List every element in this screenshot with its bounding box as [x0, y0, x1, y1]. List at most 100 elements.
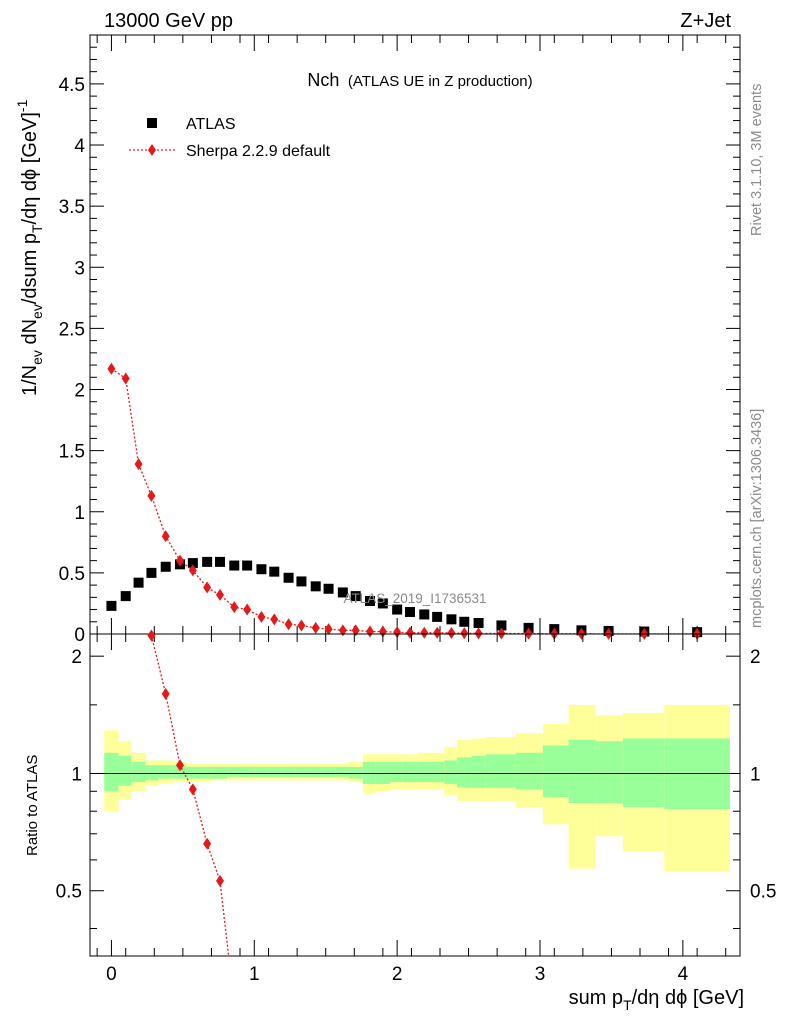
atlas-data-point	[160, 561, 171, 572]
ratio-y-tick-label-left: 0.5	[56, 882, 82, 903]
atlas-data-point	[337, 587, 348, 598]
main-plot-panel: 0 0.5 1 1.5 2 2.5 3 3.5 4 4.5	[59, 34, 741, 646]
uncertainty-band-inner	[281, 766, 295, 777]
uncertainty-band-inner	[185, 766, 200, 779]
y-tick-label: 1.5	[59, 442, 85, 463]
uncertainty-band-inner	[212, 766, 228, 779]
y-tick-label: 2	[74, 381, 85, 402]
sherpa-data-point	[406, 626, 414, 639]
atlas-data-point	[256, 564, 267, 575]
uncertainty-band-inner	[595, 741, 623, 803]
sherpa-data-point	[474, 627, 483, 640]
atlas-data-point	[377, 598, 388, 609]
uncertainty-band-inner	[308, 766, 322, 777]
atlas-data-point	[496, 620, 507, 631]
sherpa-data-point	[134, 458, 143, 471]
uncertainty-band-inner	[335, 766, 349, 777]
uncertainty-band-inner	[158, 765, 173, 779]
sherpa-data-point	[420, 626, 429, 639]
uncertainty-band-inner	[390, 762, 403, 783]
uncertainty-band-inner	[444, 760, 458, 784]
header-process-label: Z+Jet	[680, 10, 731, 32]
uncertainty-band-inner	[118, 755, 132, 786]
atlas-data-point	[146, 567, 157, 578]
ratio-plot-panel: 0.5 0.5 1 1 2 2 0 1 2 3 4	[56, 629, 776, 985]
sherpa-data-point	[270, 613, 279, 626]
uncertainty-band-inner	[542, 745, 569, 798]
uncertainty-band-inner	[254, 766, 268, 777]
atlas-data-point	[473, 617, 484, 628]
sherpa-data-point	[243, 603, 252, 616]
ratio-y-tick-label-right: 2	[750, 647, 761, 668]
atlas-data-point	[283, 572, 294, 583]
x-axis-label: sum pT/dη dϕ [GeV]	[569, 987, 744, 1013]
atlas-data-point	[133, 577, 144, 588]
atlas-data-point	[405, 606, 415, 617]
uncertainty-band-inner	[568, 739, 596, 803]
atlas-data-point	[106, 600, 117, 611]
uncertainty-band-inner	[104, 752, 119, 792]
uncertainty-band-inner	[430, 762, 445, 783]
uncertainty-band-inner	[294, 766, 309, 777]
ratio-sherpa-point	[188, 783, 197, 796]
sherpa-data-point	[216, 588, 224, 601]
sherpa-data-point	[230, 601, 239, 614]
atlas-data-point	[419, 609, 430, 620]
atlas-data-point	[365, 595, 375, 606]
atlas-data-point	[269, 566, 280, 577]
uncertainty-band-inner	[417, 762, 430, 783]
sherpa-data-point	[351, 624, 360, 637]
legend: ATLAS Sherpa 2.2.9 default	[129, 116, 331, 160]
legend-atlas-marker	[147, 118, 157, 128]
sherpa-data-point	[433, 626, 442, 639]
uncertainty-band-inner	[402, 762, 418, 783]
ratio-y-tick-label-left: 2	[71, 647, 82, 668]
atlas-data-point	[459, 616, 470, 627]
ratio-sherpa-point	[203, 837, 212, 850]
sherpa-data-point	[378, 625, 387, 638]
y-tick-label: 4	[74, 136, 85, 157]
sherpa-data-point	[203, 581, 212, 594]
ratio-y-tick-label-right: 0.5	[750, 882, 776, 903]
mcplots-credit-label: mcplots.cern.ch [arXiv:1306.3436]	[749, 409, 765, 628]
plot-title: Nch (ATLAS UE in Z production)	[307, 70, 532, 90]
atlas-data-point	[120, 591, 131, 602]
sherpa-data-point	[147, 489, 156, 502]
sherpa-data-point	[393, 626, 402, 639]
ratio-y-tick-label-left: 1	[71, 764, 82, 785]
atlas-data-point	[215, 556, 225, 567]
sherpa-data-point	[311, 621, 320, 634]
plot-title-main: Nch	[307, 70, 339, 90]
y-tick-label: 4.5	[59, 75, 85, 96]
uncertainty-band-inner	[321, 766, 336, 777]
uncertainty-band-inner	[267, 766, 282, 777]
atlas-data-point	[446, 614, 457, 625]
analysis-watermark: ATLAS_2019_I1736531	[343, 591, 486, 606]
uncertainty-band-inner	[200, 766, 213, 779]
sherpa-data-point	[121, 372, 130, 385]
uncertainty-band-inner	[457, 757, 472, 788]
sherpa-data-point	[176, 554, 184, 567]
uncertainty-band-inner	[485, 754, 516, 788]
sherpa-data-point	[338, 624, 347, 637]
atlas-data-point	[323, 583, 334, 594]
x-tick-label: 3	[535, 964, 546, 985]
atlas-data-point	[202, 556, 213, 567]
plot-title-sub: (ATLAS UE in Z production)	[348, 73, 533, 90]
y-tick-label: 2.5	[59, 319, 85, 340]
uncertainty-band-inner	[471, 755, 486, 788]
uncertainty-band-inner	[515, 752, 543, 790]
sherpa-data-point	[460, 627, 469, 640]
uncertainty-band-inner	[240, 766, 255, 777]
sherpa-data-point	[284, 618, 293, 631]
y-tick-label: 3	[74, 258, 85, 279]
ratio-sherpa-point	[147, 629, 156, 642]
sherpa-data-point	[297, 619, 306, 632]
atlas-data-point	[432, 611, 443, 622]
atlas-data-point	[187, 558, 198, 569]
sherpa-data-point	[257, 610, 266, 623]
uncertainty-band-inner	[227, 766, 240, 777]
y-tick-label: 0	[74, 625, 85, 646]
sherpa-data-point	[161, 530, 170, 543]
